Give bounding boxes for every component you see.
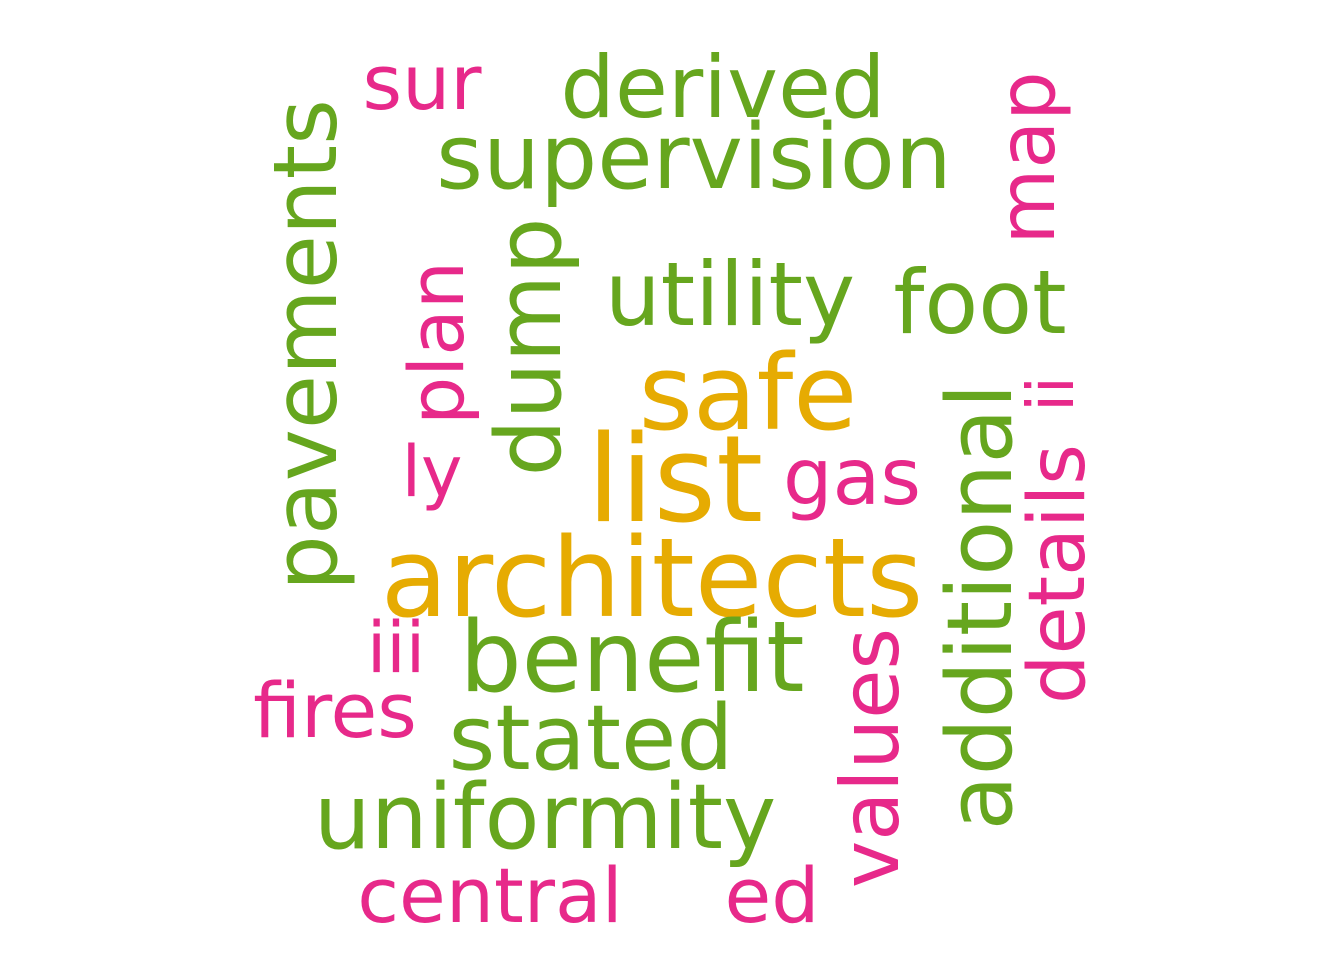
word-derived: derived — [560, 38, 886, 138]
word-list: list — [586, 411, 764, 550]
word-details: details — [1013, 444, 1103, 704]
word-fires: fires — [253, 666, 417, 755]
word-dump: dump — [477, 217, 582, 477]
word-uniformity: uniformity — [313, 765, 777, 870]
word-plan: plan — [392, 260, 481, 426]
word-iii: iii — [366, 607, 426, 689]
word-pavements: pavements — [254, 99, 357, 591]
word-benefit: benefit — [459, 601, 805, 715]
word-architects: architects — [380, 514, 924, 642]
word-supervision: supervision — [436, 105, 952, 210]
word-utility: utility — [604, 243, 856, 346]
word-ed: ed — [724, 851, 820, 940]
word-central: central — [357, 851, 623, 940]
word-sur: sur — [362, 38, 482, 127]
word-foot: foot — [893, 251, 1067, 354]
word-ly: ly — [401, 431, 463, 513]
word-stated: stated — [448, 686, 734, 791]
word-values: values — [824, 627, 917, 889]
word-safe: safe — [638, 332, 858, 454]
word-map: map — [983, 71, 1073, 245]
word-gas: gas — [783, 433, 921, 523]
